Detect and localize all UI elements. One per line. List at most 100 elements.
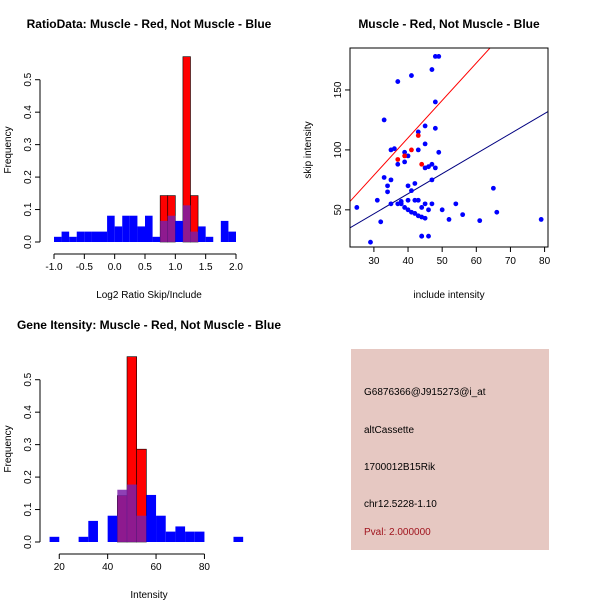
scatter-not-muscle-point (405, 197, 411, 203)
scatter-not-muscle-point (402, 159, 408, 165)
intensity-histogram-bars (49, 356, 244, 543)
scatter-not-muscle-point (490, 185, 496, 191)
scatter-fit-line (350, 48, 491, 202)
scatter-not-muscle-point (405, 183, 411, 189)
ratio-histogram-y-tick-label: 0.1 (23, 202, 34, 216)
scatter-not-muscle-point (402, 205, 408, 210)
scatter-not-muscle-point (432, 125, 438, 131)
ratio-histogram-not-muscle-bar (152, 236, 161, 242)
scatter-muscle-point (419, 161, 425, 167)
intensity-histogram-y-tick-label: 0.5 (23, 372, 34, 386)
ratio-histogram-x-tick-label: 1.5 (199, 262, 213, 273)
ratio-histogram-y-tick-label: 0.5 (23, 72, 34, 86)
ratio-histogram-y-tick-label: 0.0 (23, 235, 34, 249)
gene-name: 1700012B15Rik (364, 462, 436, 473)
scatter-not-muscle-point (422, 201, 428, 207)
scatter-not-muscle-point (395, 161, 401, 167)
scatter-muscle-point (402, 153, 408, 159)
scatter-muscle-point (409, 147, 414, 153)
ratio-histogram-x-tick-label: -0.5 (76, 262, 94, 273)
ratio-histogram-not-muscle-bar (122, 215, 130, 242)
scatter-fit-line (350, 111, 548, 229)
scatter-not-muscle-point (415, 147, 421, 153)
ratio-histogram-not-muscle-bar (114, 226, 123, 242)
intensity-histogram-y-tick-label: 0.0 (23, 535, 34, 549)
intensity-histogram-not-muscle-bar (146, 494, 157, 542)
ratio-histogram-xlabel: Log2 Ratio Skip/Include (96, 290, 202, 301)
scatter-not-muscle-point (388, 177, 394, 183)
ratio-histogram-y-tick-label: 0.2 (23, 170, 34, 184)
scatter-xlabel: include intensity (413, 290, 484, 301)
intensity-histogram-not-muscle-bar (233, 536, 244, 542)
probe-id: G6876366@J915273@i_at (364, 387, 486, 398)
scatter-not-muscle-point (426, 207, 431, 213)
scatter-title: Muscle - Red, Not Muscle - Blue (358, 17, 540, 31)
scatter-not-muscle-point (429, 67, 435, 72)
ratio-histogram-not-muscle-bar (99, 231, 108, 242)
scatter-y-tick-label: 50 (333, 204, 344, 216)
intensity-histogram-xlabel: Intensity (130, 590, 167, 600)
ratio-histogram-axes: -1.0 -0.5 0.0 0.5 1.0 1.5 2.0 0.0 0.1 0.2 0.3 0.4 0.… (23, 72, 243, 273)
scatter-not-muscle-point (405, 153, 411, 159)
intensity-histogram-x-tick-label: 20 (54, 562, 66, 573)
event-type: altCassette (364, 425, 415, 436)
intensity-histogram-not-muscle-bar (165, 531, 176, 542)
scatter-not-muscle-point (381, 117, 387, 123)
scatter-not-muscle-point (388, 201, 394, 207)
scatter-muscle-point (395, 157, 401, 162)
ratio-histogram-not-muscle-bar (54, 236, 62, 242)
intensity-histogram-not-muscle-bar (136, 515, 147, 542)
scatter-not-muscle-point (429, 177, 435, 183)
scatter-not-muscle-point (405, 207, 411, 213)
scatter-axes: 30 40 50 60 70 80 50 100 150 (333, 81, 551, 267)
ratio-histogram-not-muscle-bar (205, 236, 214, 242)
scatter-not-muscle-point (453, 201, 459, 207)
scatter-not-muscle-point (395, 201, 401, 207)
scatter-not-muscle-point (460, 212, 466, 218)
intensity-histogram-not-muscle-bar (117, 489, 128, 542)
scatter-x-tick-label: 60 (471, 256, 483, 267)
intensity-histogram-y-tick-label: 0.4 (23, 405, 34, 419)
intensity-histogram-not-muscle-bar (49, 536, 60, 542)
scatter-not-muscle-point (422, 215, 428, 221)
ratio-histogram-not-muscle-bar (91, 231, 100, 242)
intensity-histogram-not-muscle-bar (194, 531, 205, 542)
ratio-histogram-bars (54, 56, 236, 243)
scatter-y-tick-label: 100 (333, 141, 344, 158)
scatter-x-tick-label: 30 (368, 256, 380, 267)
ratio-histogram-not-muscle-bar (137, 226, 145, 242)
scatter-not-muscle-point (385, 183, 390, 189)
scatter-not-muscle-point (494, 209, 500, 215)
scatter-x-tick-label: 50 (437, 256, 449, 267)
ratio-histogram-not-muscle-bar (69, 236, 77, 242)
scatter-ylabel: skip intensity (303, 121, 314, 178)
scatter-y-tick-label: 150 (333, 81, 344, 98)
scatter-not-muscle-point (436, 53, 442, 59)
intensity-histogram-not-muscle-bar (88, 520, 98, 542)
ratio-histogram-y-tick-label: 0.3 (23, 137, 34, 151)
scatter-fit-lines (350, 48, 548, 229)
probe-info-panel: G6876366@J915273@i_at altCassette 170001… (351, 349, 549, 550)
scatter-not-muscle-point (415, 197, 421, 203)
scatter-not-muscle-point (432, 165, 438, 171)
ratio-histogram-not-muscle-bar (175, 220, 183, 242)
ratio-histogram-not-muscle-bar (182, 205, 191, 242)
scatter-not-muscle-point (391, 146, 397, 152)
scatter-not-muscle-point (398, 199, 404, 204)
scatter-not-muscle-point (412, 211, 418, 216)
intensity-histogram-not-muscle-bar (78, 536, 89, 542)
scatter-not-muscle-point (354, 205, 360, 210)
ratio-histogram-title: RatioData: Muscle - Red, Not Muscle - Bl… (27, 17, 272, 31)
ratio-histogram-not-muscle-bar (76, 231, 85, 242)
ratio-histogram-not-muscle-bar (61, 231, 70, 242)
scatter-not-muscle-point (395, 79, 401, 84)
intensity-scatter: Muscle - Red, Not Muscle - Blue include … (303, 17, 551, 301)
scatter-not-muscle-point (419, 233, 425, 239)
intensity-histogram-y-tick-label: 0.2 (23, 470, 34, 484)
intensity-histogram-not-muscle-bar (175, 526, 186, 542)
ratio-histogram-x-tick-label: -1.0 (45, 262, 63, 273)
scatter-x-tick-label: 80 (539, 256, 551, 267)
scatter-frame (349, 47, 549, 248)
intensity-histogram-title: Gene Itensity: Muscle - Red, Not Muscle … (17, 318, 281, 332)
